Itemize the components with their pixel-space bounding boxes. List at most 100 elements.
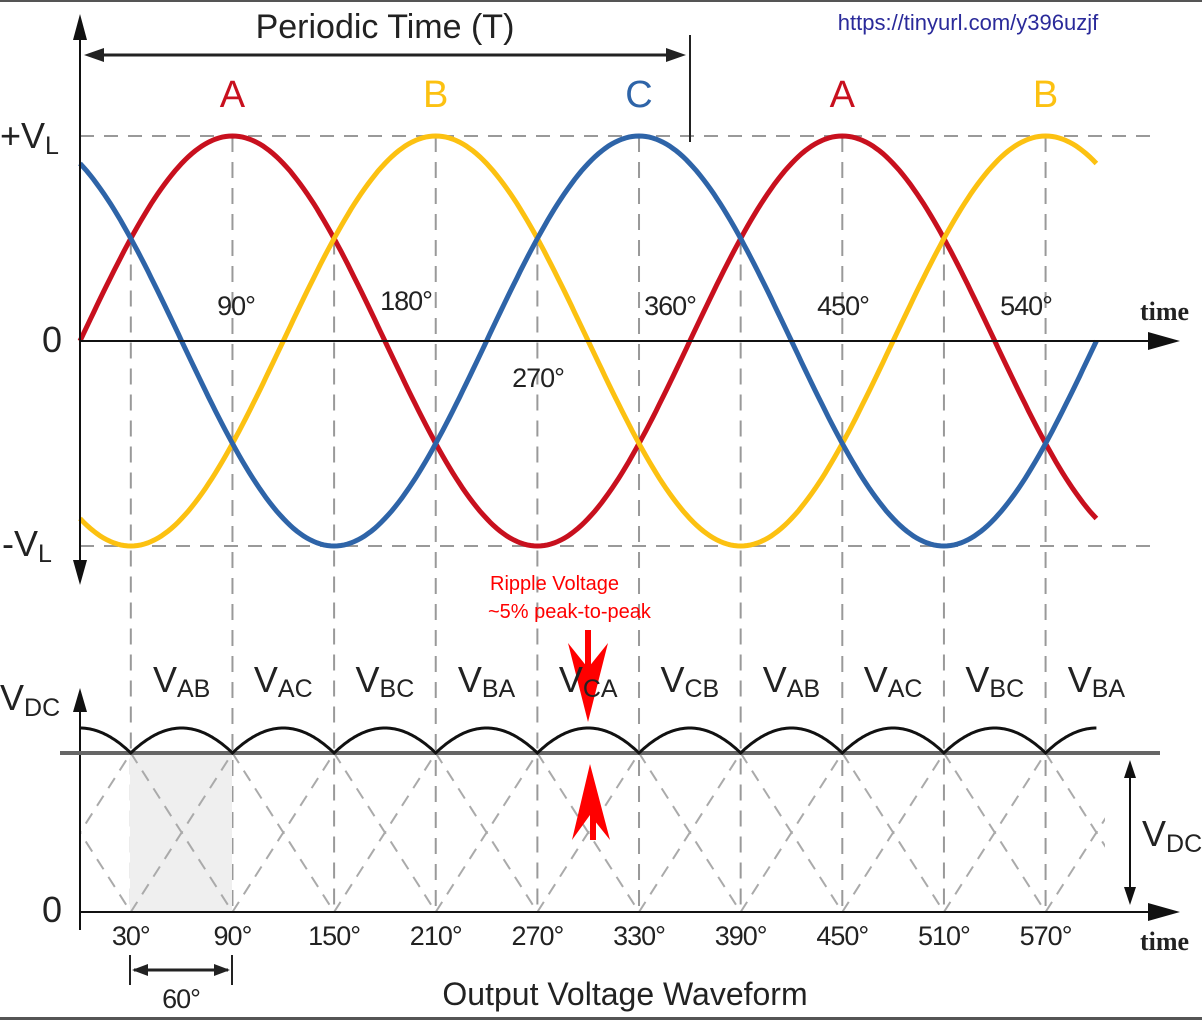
bottom-y-axis-arrow-icon	[73, 688, 87, 712]
top-border	[0, 0, 1202, 2]
diamond-line-up	[434, 752, 539, 913]
bottom-deg-label: 150°	[308, 921, 360, 951]
bottom-x-axis-arrow-icon	[1148, 903, 1180, 921]
segment-label: VAC	[254, 659, 313, 703]
plus-vl-label: +VL	[0, 115, 59, 160]
phase-label-b: B	[423, 74, 448, 116]
segment-label: VCA	[559, 659, 618, 703]
segment-v: V	[965, 659, 989, 700]
interval-right-arrow-icon	[214, 964, 230, 976]
segment-label: VBC	[965, 659, 1024, 703]
segment-subscript: CA	[583, 675, 618, 703]
diamond-line-up	[638, 752, 742, 913]
phase-a-wave	[77, 133, 1099, 549]
segment-subscript: AC	[888, 675, 923, 703]
segment-v: V	[559, 659, 583, 700]
ripple-down-arrow-icon	[568, 643, 608, 722]
period-arrow-left-icon	[84, 48, 104, 62]
segment-subscript: AB	[177, 675, 210, 703]
segment-label: VBA	[1068, 659, 1126, 703]
bottom-deg-label: 90°	[214, 921, 252, 951]
bottom-time-label: time	[1140, 927, 1189, 956]
axes	[60, 14, 1180, 985]
segment-v: V	[660, 659, 684, 700]
diamond-line-up	[943, 752, 1047, 913]
deg-label-360: 360°	[644, 291, 696, 321]
dashed-diamond-pattern	[80, 752, 1105, 913]
segment-subscript: AB	[787, 675, 820, 703]
diamond-line-up	[129, 752, 234, 913]
deg-label-90: 90°	[217, 291, 255, 321]
ripple-voltage-label: Ripple Voltage	[490, 573, 619, 595]
segment-label: VBC	[356, 659, 415, 703]
bottom-zero-label: 0	[42, 889, 62, 930]
segment-label: VBA	[458, 659, 516, 703]
deg-label-540: 540°	[1000, 291, 1052, 321]
source-url-link[interactable]: https://tinyurl.com/y396uzjf	[838, 10, 1099, 35]
y-axis-up-arrow-icon	[73, 14, 87, 40]
top-time-label: time	[1140, 297, 1189, 326]
segment-subscript: CB	[684, 675, 719, 703]
diamond-line-up	[739, 752, 844, 913]
deg-label-180: 180°	[380, 286, 432, 316]
segment-v: V	[1068, 659, 1092, 700]
plus-vl-subscript: L	[45, 132, 59, 160]
diamond-line-up	[333, 752, 437, 913]
segment-labels: VAB VAC VBC VBA VCA VCB VAB VAC VBC VBA	[153, 659, 1125, 703]
vdc-left-label: VDC	[0, 677, 60, 722]
vdc-left-subscript: DC	[24, 694, 60, 722]
segment-label: VCB	[660, 659, 719, 703]
bottom-deg-label: 510°	[918, 921, 970, 951]
phase-label-a: A	[830, 74, 856, 116]
segment-subscript: BA	[482, 675, 516, 703]
top-x-axis-arrow-icon	[1148, 332, 1180, 350]
top-degree-labels: 90° 180° 270° 360° 450° 540°	[217, 286, 1053, 393]
interval-left-arrow-icon	[132, 964, 148, 976]
deg-label-270: 270°	[512, 363, 564, 393]
top-zero-label: 0	[42, 319, 62, 360]
diamond-line-up	[841, 752, 945, 913]
bottom-deg-label: 390°	[715, 921, 767, 951]
minus-vl-text: -V	[2, 523, 38, 564]
diamond-line-up	[1044, 817, 1105, 913]
bottom-degree-labels: 30° 90° 150° 210° 270° 330° 390° 450° 510° 570°	[112, 921, 1073, 951]
phase-label-a: A	[220, 74, 246, 116]
segment-v: V	[458, 659, 482, 700]
diamond-line-up	[536, 752, 640, 913]
segment-label: VAB	[763, 659, 820, 703]
phase-label-b: B	[1033, 74, 1058, 116]
segment-v: V	[356, 659, 380, 700]
vdc-right-subscript: DC	[1166, 830, 1202, 858]
ripple-up-arrow-icon	[572, 764, 610, 840]
minus-vl-label: -VL	[2, 523, 52, 568]
bottom-deg-label: 330°	[613, 921, 665, 951]
output-waveform-caption: Output Voltage Waveform	[442, 976, 807, 1012]
vdc-dim-down-arrow-icon	[1124, 887, 1136, 905]
period-arrow-right-icon	[666, 48, 686, 62]
phase-label-c: C	[625, 74, 652, 116]
segment-v: V	[864, 659, 888, 700]
vdc-dim-up-arrow-icon	[1124, 760, 1136, 778]
bottom-deg-label: 270°	[511, 921, 563, 951]
segment-v: V	[763, 659, 787, 700]
bottom-deg-label: 210°	[410, 921, 462, 951]
segment-subscript: BA	[1092, 675, 1126, 703]
vdc-left-text: V	[0, 677, 24, 718]
diamond-line-up	[231, 752, 335, 913]
minus-vl-subscript: L	[38, 540, 52, 568]
segment-v: V	[254, 659, 278, 700]
segment-subscript: BC	[380, 675, 415, 703]
bottom-border	[0, 1017, 1202, 1020]
rectified-output-waveform	[80, 726, 1097, 756]
guide-lines	[80, 135, 1160, 912]
phase-c-wave	[78, 133, 1099, 549]
segment-subscript: BC	[989, 675, 1024, 703]
plus-vl-text: +V	[0, 115, 45, 156]
vdc-right-label: VDC	[1142, 813, 1202, 858]
deg-label-450: 450°	[817, 291, 869, 321]
bottom-deg-label: 30°	[112, 921, 150, 951]
segment-subscript: AC	[278, 675, 313, 703]
segment-label: VAB	[153, 659, 210, 703]
